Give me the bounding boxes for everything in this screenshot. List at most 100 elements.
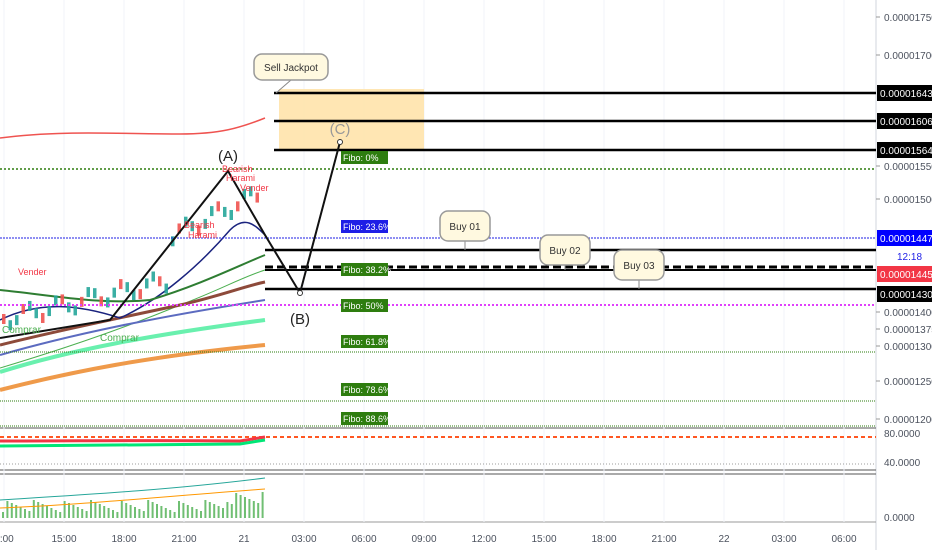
volume-bar <box>169 510 172 518</box>
price-tick-label: 0.00001300 <box>884 342 932 353</box>
candle <box>132 290 136 301</box>
price-tag-label: 0.00001445 <box>880 270 932 281</box>
callout-label: Buy 01 <box>449 222 481 233</box>
countdown-bg <box>877 248 932 264</box>
callout-bubble <box>253 53 329 81</box>
volume-bar <box>186 505 189 518</box>
rsi-red-line <box>0 435 266 443</box>
volume-bar <box>59 512 62 518</box>
x-tick-label: 12:00 <box>471 534 496 545</box>
volume-bar <box>164 508 167 518</box>
volume-bar <box>134 507 136 518</box>
price-tag-bg <box>877 266 932 282</box>
volume-bar <box>54 510 57 518</box>
x-tick-label: 2:00 <box>0 534 14 545</box>
volume-bar <box>248 499 251 518</box>
plot-background <box>0 0 876 550</box>
candle <box>151 271 155 282</box>
fibo-tag-bg <box>341 412 388 425</box>
indicator-bands <box>0 117 266 392</box>
ema-green-line <box>0 318 266 374</box>
volume-bar <box>226 502 229 518</box>
price-tick-label: 0.00001550 <box>884 162 932 173</box>
bullish-labels: Comprar Comprar <box>2 325 140 344</box>
candle <box>210 206 214 217</box>
price-tick-label: 0.00001400 <box>884 308 932 319</box>
volume-bar <box>182 503 185 518</box>
candle <box>229 209 233 220</box>
callout-label: Sell Jackpot <box>264 63 318 74</box>
price-tag-label: 0.00001643 <box>880 89 932 100</box>
candle <box>236 201 240 212</box>
fibo-tag-label: Fibo: 88.6% <box>343 414 391 424</box>
candle <box>2 314 6 324</box>
upper-band-line <box>0 117 266 139</box>
candle <box>203 218 207 229</box>
candle <box>67 302 71 313</box>
fibo-tag-label: Fibo: 0% <box>343 153 379 163</box>
volume-bar <box>191 507 194 518</box>
candle <box>242 188 246 199</box>
volume-bar <box>10 503 13 518</box>
ema-brown-line <box>0 280 266 347</box>
price-line <box>0 221 266 321</box>
volume-bar <box>125 503 128 518</box>
x-tick-label: 18:00 <box>111 534 136 545</box>
candle <box>138 289 142 300</box>
harami-label-1: Harami <box>226 173 255 183</box>
callout-bubble <box>439 210 491 242</box>
volume-bar <box>208 502 211 518</box>
wave-label-a: (A) <box>218 148 238 165</box>
candle <box>197 225 201 236</box>
ema-orange-line <box>0 343 266 392</box>
volume-bar <box>230 504 233 518</box>
price-tag-label: 0.00001606 <box>880 117 932 128</box>
volume-bar <box>138 509 141 518</box>
bearish-label-2: Bearish <box>184 220 215 230</box>
candle <box>249 186 253 197</box>
rsi-green-line <box>0 438 266 448</box>
volume-bar <box>129 505 132 518</box>
fibo-tag-label: Fibo: 61.8% <box>343 337 391 347</box>
price-tag-label: 0.00001447 <box>880 234 932 245</box>
volume-bar <box>244 497 246 518</box>
candle <box>80 296 84 307</box>
price-tag-label: 0.00001564 <box>880 146 932 157</box>
bearish-label-1: Bearish <box>222 164 253 174</box>
volume-bar <box>147 500 150 518</box>
volume-bar <box>222 508 224 518</box>
price-tick-label: 0.00001250 <box>884 377 932 388</box>
volume-bar <box>98 504 101 518</box>
x-tick-label: 06:00 <box>351 534 376 545</box>
volume-bar <box>37 502 40 518</box>
volume-bar <box>46 506 48 518</box>
volume-bar <box>94 502 97 518</box>
volume-ma-teal <box>0 477 266 501</box>
candle <box>34 308 38 319</box>
fibo-tag-bg <box>341 335 388 348</box>
wave-point-b <box>297 290 303 296</box>
candle <box>41 312 45 323</box>
candle <box>47 306 51 317</box>
candle <box>54 295 58 306</box>
callouts: Sell Jackpot Buy 01 Buy 02 Buy 03 <box>253 53 665 289</box>
x-tick-label: 21:00 <box>651 534 676 545</box>
x-tick-label: 22 <box>718 534 730 545</box>
volume-bar <box>24 509 26 518</box>
candle <box>86 287 90 298</box>
fibo-tag-label: Fibo: 50% <box>343 301 384 311</box>
volume-bar <box>81 509 84 518</box>
wave-point-c <box>337 139 343 145</box>
callout-bubble <box>613 249 665 281</box>
x-tick-label: 21 <box>238 534 250 545</box>
volume-tick-label: 0.0000 <box>884 513 915 524</box>
vender-label-1: Vender <box>240 183 269 193</box>
volume-bar <box>107 508 110 518</box>
volume-bar <box>204 500 207 518</box>
candle <box>15 315 19 326</box>
price-axis: 0.00001750 0.00001700 0.00001550 0.00001500… <box>876 13 932 524</box>
volume-bar <box>261 492 264 518</box>
volume-bar <box>120 501 123 518</box>
